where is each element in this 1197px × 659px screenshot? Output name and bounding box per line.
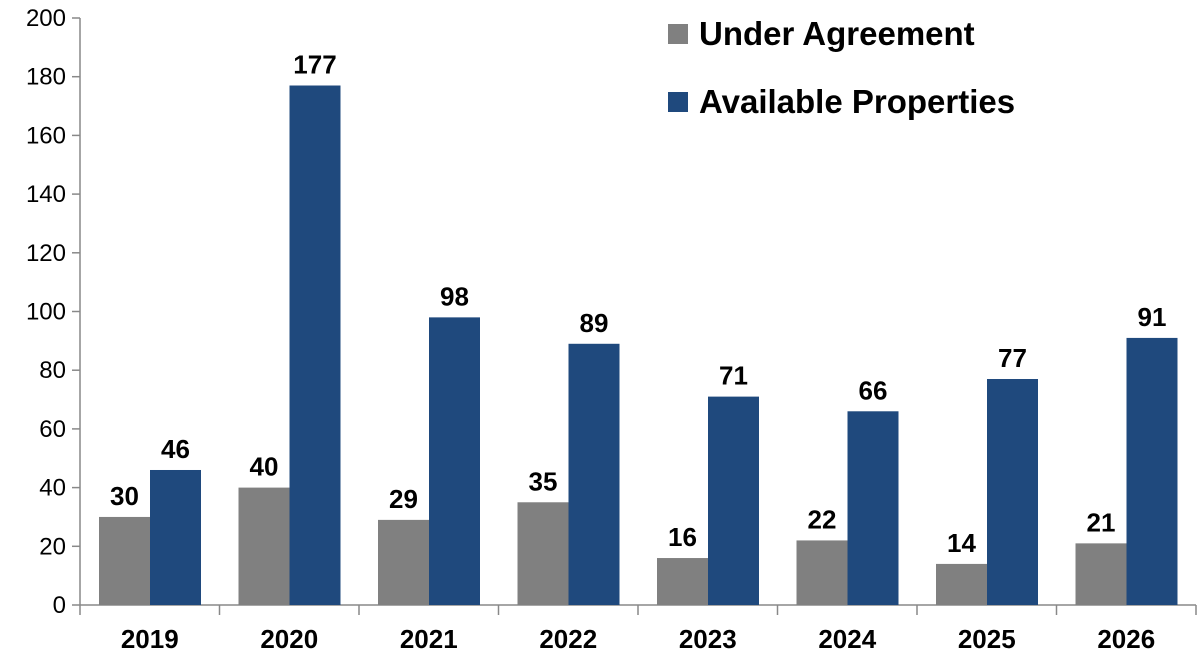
data-label: 30: [110, 481, 139, 511]
x-tick-label: 2023: [679, 624, 737, 654]
data-label: 16: [668, 522, 697, 552]
data-label: 66: [859, 375, 888, 405]
y-tick-label: 40: [39, 475, 66, 502]
bar-available-properties: [289, 85, 341, 605]
bars: [99, 85, 1178, 605]
data-label: 29: [389, 484, 418, 514]
x-tick-label: 2024: [818, 624, 876, 654]
data-label: 89: [580, 308, 609, 338]
legend-label: Under Agreement: [699, 15, 975, 52]
bar-under-agreement: [238, 487, 290, 605]
y-tick-label: 20: [39, 533, 66, 560]
bar-available-properties: [987, 379, 1038, 605]
x-tick-label: 2026: [1097, 624, 1155, 654]
y-axis: 0 20 40 60 80 100 120 140 160 180 200: [26, 5, 81, 619]
bar-available-properties: [150, 469, 201, 605]
data-label: 14: [947, 528, 976, 558]
x-tick-label: 2022: [539, 624, 597, 654]
data-labels: 30 40 29 35 16 22 14 21 46 177 98 89 71 66 77 91: [110, 50, 1166, 558]
data-label: 77: [998, 343, 1027, 373]
bar-under-agreement: [657, 558, 708, 605]
y-tick-label: 180: [26, 64, 66, 91]
y-tick-label: 140: [26, 181, 66, 208]
data-label: 177: [293, 50, 336, 80]
bar-under-agreement: [1075, 543, 1127, 605]
legend-swatch: [668, 92, 688, 112]
bar-under-agreement: [936, 563, 987, 605]
x-tick-label: 2021: [400, 624, 458, 654]
bar-available-properties: [708, 396, 759, 605]
bar-available-properties: [847, 411, 899, 605]
data-label: 35: [529, 466, 558, 496]
bar-under-agreement: [99, 516, 150, 605]
y-tick-label: 160: [26, 122, 66, 149]
y-tick-label: 80: [39, 357, 66, 384]
x-tick-label: 2019: [121, 624, 179, 654]
y-tick-label: 60: [39, 416, 66, 443]
y-tick-label: 120: [26, 240, 66, 267]
legend: Under Agreement Available Properties: [668, 15, 1015, 120]
x-axis: 2019 2020 2021 2022 2023 2024 2025 2026: [79, 604, 1197, 654]
legend-label: Available Properties: [699, 83, 1015, 120]
x-tick-label: 2025: [958, 624, 1016, 654]
y-tick-label: 0: [53, 592, 66, 619]
y-tick-label: 200: [26, 5, 66, 32]
y-tick-label: 100: [26, 299, 66, 326]
bar-under-agreement: [378, 519, 429, 605]
bar-available-properties: [568, 343, 620, 605]
x-tick-label: 2020: [260, 624, 318, 654]
bar-under-agreement: [796, 540, 848, 605]
data-label: 71: [719, 361, 748, 391]
data-label: 21: [1087, 507, 1116, 537]
bar-available-properties: [429, 317, 480, 605]
legend-swatch: [668, 24, 688, 44]
bar-available-properties: [1126, 337, 1178, 605]
data-label: 98: [440, 281, 469, 311]
data-label: 40: [250, 452, 279, 482]
data-label: 91: [1138, 302, 1167, 332]
data-label: 22: [808, 504, 837, 534]
bar-under-agreement: [517, 502, 569, 605]
data-label: 46: [161, 434, 190, 464]
